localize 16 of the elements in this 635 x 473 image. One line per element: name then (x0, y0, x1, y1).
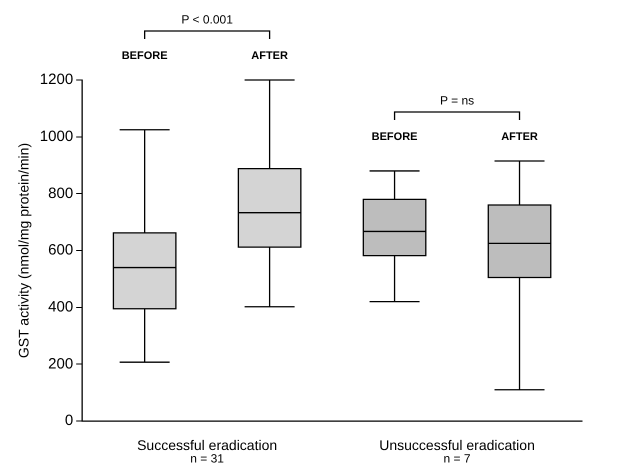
y-tick-label: 800 (48, 184, 74, 202)
x-tick-label: BEFORE (372, 131, 418, 144)
text: Successful eradication n = 31 (137, 436, 278, 466)
x-tick-label: AFTER (251, 50, 288, 62)
x-tick-label: BEFORE (122, 50, 168, 62)
y-tick-label: 0 (64, 412, 74, 430)
y-tick-label: 1000 (40, 128, 74, 145)
annotation: P = ns (440, 93, 474, 108)
y-tick-label: 200 (48, 355, 74, 372)
y-tick-label: 1200 (40, 71, 74, 88)
y-axis-title: GST activity (nmol/mg protein/min) (15, 142, 32, 358)
text: Unsuccessful eradication n = 7 (379, 436, 535, 466)
y-tick-label: 600 (48, 242, 74, 259)
y-tick-label: 400 (48, 298, 74, 316)
text: P < 0.001 (181, 12, 234, 26)
x-tick-label: AFTER (501, 131, 538, 144)
